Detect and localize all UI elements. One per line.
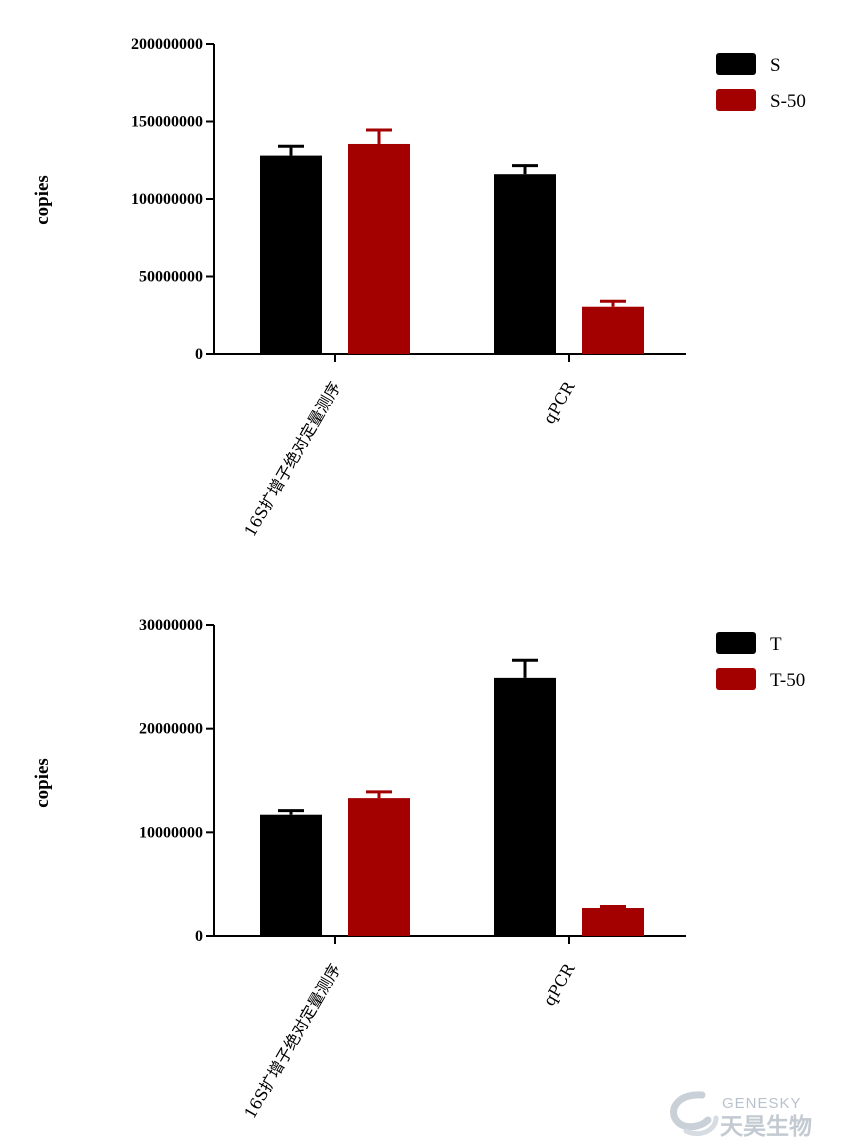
x-category-label: 16S扩增子绝对定量测序 [240, 961, 344, 1122]
logo-brand-en: GENESKY [722, 1095, 802, 1112]
x-category-label: qPCR [539, 960, 579, 1010]
bar [260, 814, 322, 936]
y-tick-label: 0 [195, 928, 203, 945]
y-tick-label: 100000000 [131, 191, 203, 208]
logo-mark-icon [670, 1091, 719, 1137]
bar [582, 306, 644, 354]
bar [348, 798, 410, 936]
legend-swatch [716, 668, 756, 690]
x-category-label: 16S扩增子绝对定量测序 [240, 379, 344, 540]
y-axis-title: copies [32, 758, 53, 808]
legend-swatch [716, 89, 756, 111]
legend-label: T-50 [770, 670, 805, 691]
legend-label: T [770, 634, 782, 655]
x-category-label: qPCR [539, 378, 579, 428]
y-tick-label: 150000000 [131, 114, 203, 131]
y-tick-label: 200000000 [131, 36, 203, 53]
legend-swatch [716, 632, 756, 654]
legend-label: S-50 [770, 91, 806, 112]
bar [494, 677, 556, 936]
genesky-logo: GENESKY 天昊生物 [670, 1091, 812, 1140]
legend-label: S [770, 55, 781, 76]
y-tick-label: 50000000 [139, 269, 203, 286]
bar [348, 143, 410, 354]
logo-brand-cn: 天昊生物 [720, 1113, 812, 1140]
bar [260, 155, 322, 354]
y-axis-title: copies [32, 175, 53, 225]
y-tick-label: 0 [195, 346, 203, 363]
bar [582, 908, 644, 936]
legend-swatch [716, 53, 756, 75]
y-tick-label: 20000000 [139, 721, 203, 738]
y-tick-label: 10000000 [139, 824, 203, 841]
chart-panel-s: 0 50000000 100000000 150000000 200000000 copi… [32, 36, 806, 540]
y-tick-label: 30000000 [139, 617, 203, 634]
chart-panel-t: 0 10000000 20000000 30000000 copies 16S扩增子绝对定… [32, 617, 805, 1122]
bar [494, 174, 556, 354]
